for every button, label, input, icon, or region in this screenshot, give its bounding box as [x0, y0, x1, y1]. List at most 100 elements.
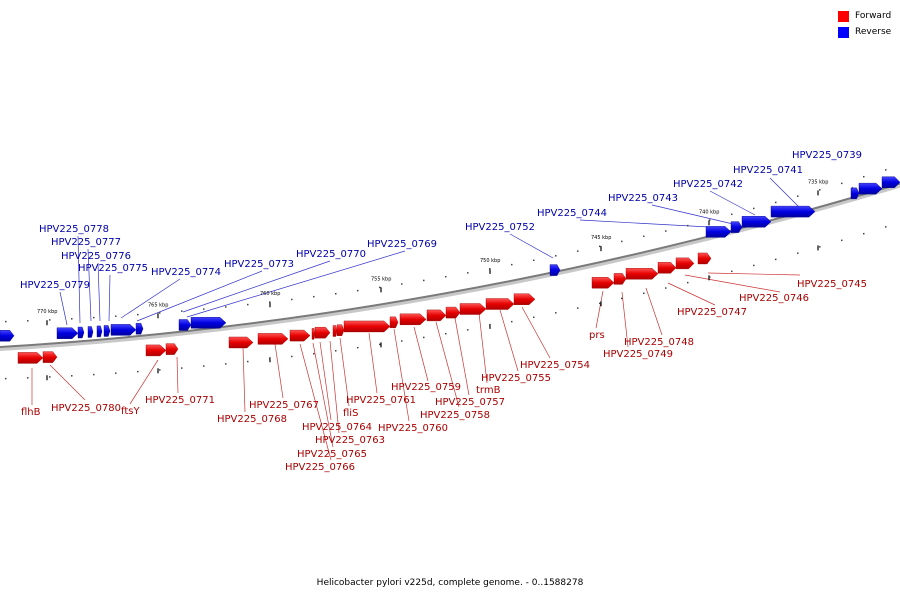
forward-gene-arrow	[459, 303, 487, 315]
forward-gene-arrow	[42, 351, 58, 363]
reverse-gene-arrow	[178, 319, 192, 331]
forward-leader-line	[478, 312, 488, 384]
forward-leader-line	[49, 364, 86, 401]
minor-tick-dot	[203, 308, 205, 310]
forward-gene-arrow	[485, 298, 515, 310]
minor-tick-dot	[577, 250, 579, 252]
minor-tick-dot	[357, 346, 359, 349]
forward-gene-arrow	[426, 309, 447, 322]
reverse-gene-arrow	[770, 205, 816, 218]
reverse-leader-line	[186, 250, 406, 318]
minor-tick-dot	[445, 275, 447, 278]
reverse-leader-line	[182, 260, 331, 313]
gene-label-hpv225-0759: HPV225_0759	[391, 382, 461, 393]
gene-label-hpv225-0749: HPV225_0749	[603, 349, 673, 360]
minor-tick-dot	[511, 320, 513, 323]
reverse-leader-line	[136, 270, 263, 322]
minor-tick-dot	[621, 297, 623, 300]
forward-leader-line	[499, 309, 519, 372]
reverse-gene-arrow	[103, 325, 111, 337]
forward-gene-arrow	[625, 268, 659, 280]
reverse-gene-arrow	[850, 187, 860, 200]
reverse-leader-line	[87, 248, 92, 322]
minor-tick-dot	[423, 279, 425, 282]
minor-tick-dot	[775, 201, 777, 204]
gene-label-hpv225-0763: HPV225_0763	[315, 435, 385, 446]
reverse-leader-line	[120, 278, 181, 319]
reverse-gene-arrow	[110, 324, 137, 336]
forward-swatch	[838, 10, 849, 22]
forward-leader-line	[368, 332, 378, 394]
minor-tick-dot	[709, 219, 711, 221]
legend-item-forward: Forward	[838, 8, 891, 24]
reverse-leader-line	[579, 219, 710, 228]
reverse-leader-line	[769, 177, 801, 209]
forward-gene-arrow	[165, 343, 179, 355]
gene-label-hpv225-0777: HPV225_0777	[51, 237, 121, 248]
legend-label-reverse: Reverse	[855, 27, 892, 37]
gene-label-hpv225-0758: HPV225_0758	[420, 410, 490, 421]
forward-gene-arrow	[228, 336, 254, 349]
forward-leader-line	[274, 343, 284, 399]
gene-label-hpv225-0766: HPV225_0766	[285, 462, 355, 473]
gene-label-trmb: trmB	[476, 385, 501, 396]
reverse-swatch	[838, 26, 849, 38]
minor-tick-dot	[49, 319, 51, 321]
forward-leader-line	[299, 343, 332, 461]
minor-tick-dot	[27, 320, 29, 322]
gene-label-hpv225-0771: HPV225_0771	[145, 395, 215, 406]
strand-legend: Forward Reverse	[838, 8, 891, 40]
forward-gene-arrow	[697, 252, 712, 265]
forward-gene-arrow	[399, 313, 427, 326]
tick-label: 735 kbp	[808, 179, 828, 185]
minor-tick-dot	[5, 377, 7, 380]
minor-tick-dot	[93, 316, 95, 319]
gene-label-hpv225-0761: HPV225_0761	[346, 395, 416, 406]
gene-label-hpv225-0770: HPV225_0770	[296, 249, 366, 260]
tick-label: 755 kbp	[371, 276, 391, 282]
minor-tick-dot	[27, 377, 29, 379]
gene-label-flhb: flhB	[21, 407, 41, 418]
reverse-gene-arrow	[881, 176, 900, 188]
forward-gene-arrow	[513, 293, 536, 305]
forward-gene-arrow	[591, 277, 615, 289]
minor-tick-dot	[137, 370, 139, 373]
gene-label-hpv225-0744: HPV225_0744	[537, 208, 607, 219]
forward-leader-line	[595, 290, 604, 329]
minor-tick-dot	[489, 325, 491, 327]
forward-leader-line	[435, 321, 460, 408]
minor-tick-dot	[181, 367, 183, 369]
reverse-gene-arrow	[135, 323, 144, 335]
minor-tick-dot	[5, 320, 7, 323]
minor-tick-dot	[115, 315, 117, 317]
forward-leader-line	[454, 317, 470, 396]
forward-leader-line	[707, 272, 801, 276]
forward-leader-line	[667, 282, 716, 306]
forward-gene-arrow	[343, 320, 391, 333]
minor-tick-dot	[159, 312, 161, 314]
minor-tick-dot	[489, 268, 491, 270]
gene-label-hpv225-0779: HPV225_0779	[20, 280, 90, 291]
minor-tick-dot	[137, 313, 139, 316]
legend-label-forward: Forward	[855, 11, 892, 21]
minor-tick-dot	[599, 245, 601, 248]
minor-tick-dot	[313, 295, 315, 298]
minor-tick-dot	[731, 270, 733, 273]
reverse-leader-line	[509, 233, 554, 259]
reverse-leader-line	[77, 235, 81, 324]
reverse-gene-arrow	[96, 325, 103, 338]
minor-tick-dot	[247, 360, 249, 363]
forward-leader-line	[129, 359, 159, 405]
minor-tick-dot	[181, 310, 183, 312]
gene-label-hpv225-0773: HPV225_0773	[224, 259, 294, 270]
minor-tick-dot	[379, 343, 381, 346]
minor-tick-dot	[731, 213, 733, 216]
minor-tick-dot	[93, 373, 95, 376]
legend-item-reverse: Reverse	[838, 24, 891, 40]
reverse-leader-line	[108, 274, 111, 322]
genome-backbone	[0, 182, 900, 348]
reverse-gene-arrow	[190, 317, 227, 329]
forward-leader-line	[176, 356, 179, 394]
gene-label-hpv225-0739: HPV225_0739	[792, 150, 862, 161]
